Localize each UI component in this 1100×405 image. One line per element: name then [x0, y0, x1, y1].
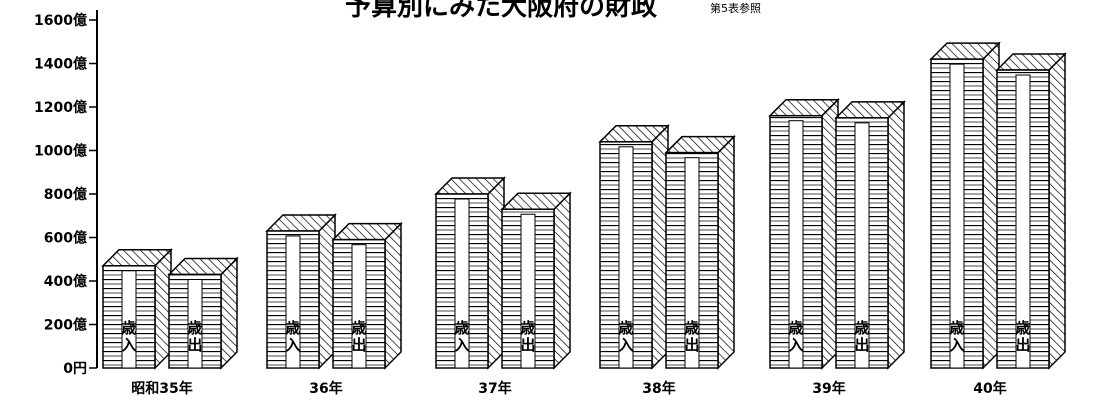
bar-series-label-char: 歳: [351, 319, 366, 337]
bar-label-strip: [351, 244, 367, 369]
y-tick-label: 600億: [44, 230, 87, 247]
bar-2-1: 歳出歳出: [500, 191, 572, 370]
bar-series-label-char: 歳: [618, 319, 633, 337]
category-label: 昭和35年: [131, 380, 192, 397]
bar-series-label-char: 入: [454, 336, 469, 354]
bars-group: 歳入歳入歳出歳出歳入歳入歳出歳出歳入歳入歳出歳出歳入歳入歳出歳出歳入歳入歳出歳出…: [101, 41, 1067, 370]
y-axis: 0円 200億 400億 600億 800億 1000億 1200億 1400億 1600億: [34, 10, 98, 377]
bar-series-label-char: 歳: [1015, 319, 1030, 337]
bar-side-face: [220, 256, 238, 370]
bar-series-label-char: 歳: [187, 319, 202, 337]
category-label: 37年: [478, 380, 511, 397]
bar-side-face: [1048, 52, 1066, 370]
bar-series-label-char: 入: [788, 336, 803, 354]
bar-side-face: [887, 100, 905, 370]
y-tick-label: 200億: [44, 317, 87, 334]
bar-series-label-char: 歳: [854, 319, 869, 337]
bar-4-1: 歳出歳出: [834, 100, 906, 370]
bar-0-0: 歳入歳入: [101, 247, 173, 370]
bar-series-label-char: 入: [285, 336, 300, 354]
bar-series-label-char: 入: [121, 336, 136, 354]
bar-0-1: 歳出歳出: [167, 256, 239, 370]
bar-label-strip: [949, 63, 965, 369]
y-tick-label: 1000億: [34, 143, 87, 160]
bar-series-label-char: 歳: [520, 319, 535, 337]
y-tick-label: 1200億: [34, 99, 87, 116]
bar-2-0: 歳入歳入: [434, 176, 506, 370]
bar-side-face: [717, 134, 735, 370]
bar-series-label-char: 出: [854, 336, 869, 354]
y-tick-label: 400億: [44, 273, 87, 290]
bar-label-strip: [854, 122, 870, 369]
bar-label-strip: [1015, 74, 1031, 369]
y-tick-label: 0円: [63, 361, 87, 377]
bar-4-0: 歳入歳入: [768, 97, 840, 370]
bar-series-label-char: 歳: [121, 319, 136, 337]
bar-label-strip: [285, 235, 301, 369]
category-label: 38年: [642, 380, 675, 397]
bar-label-strip: [788, 120, 804, 369]
bar-3-1: 歳出歳出: [664, 134, 736, 370]
bar-label-strip: [618, 146, 634, 369]
bar-label-strip: [187, 278, 203, 369]
chart-subtitle: 第5表参照: [710, 2, 761, 15]
bar-label-strip: [520, 213, 536, 369]
category-label: 39年: [812, 380, 845, 397]
bar-label-strip: [454, 198, 470, 369]
y-tick-label: 1600億: [34, 12, 87, 29]
chart-title: 予算別にみた大阪府の財政: [345, 0, 658, 22]
bar-5-0: 歳入歳入: [929, 41, 1001, 370]
bar-1-1: 歳出歳出: [331, 221, 403, 370]
bar-series-label-char: 入: [618, 336, 633, 354]
bar-series-label-char: 出: [351, 336, 366, 354]
bar-5-1: 歳出歳出: [995, 52, 1067, 370]
bar-series-label-char: 歳: [684, 319, 699, 337]
bar-1-0: 歳入歳入: [265, 213, 337, 370]
bar-side-face: [553, 191, 571, 370]
bar-series-label-char: 出: [684, 336, 699, 354]
bar-3-0: 歳入歳入: [598, 123, 670, 370]
bar-series-label-char: 歳: [788, 319, 803, 337]
bar-series-label-char: 入: [949, 336, 964, 354]
category-label: 40年: [973, 380, 1006, 397]
bar-series-label-char: 歳: [949, 319, 964, 337]
bar-series-label-char: 出: [1015, 336, 1030, 354]
bar-label-strip: [121, 270, 137, 369]
bar-series-label-char: 歳: [285, 319, 300, 337]
bar-label-strip: [684, 157, 700, 369]
y-tick-label: 800億: [44, 186, 87, 203]
bar-series-label-char: 歳: [454, 319, 469, 337]
bar-series-label-char: 出: [520, 336, 535, 354]
category-label: 36年: [309, 380, 342, 397]
bar-side-face: [384, 221, 402, 370]
category-labels: 昭和35年 36年 37年 38年 39年 40年: [131, 380, 1006, 397]
y-tick-label: 1400億: [34, 56, 87, 73]
bar-series-label-char: 出: [187, 336, 202, 354]
